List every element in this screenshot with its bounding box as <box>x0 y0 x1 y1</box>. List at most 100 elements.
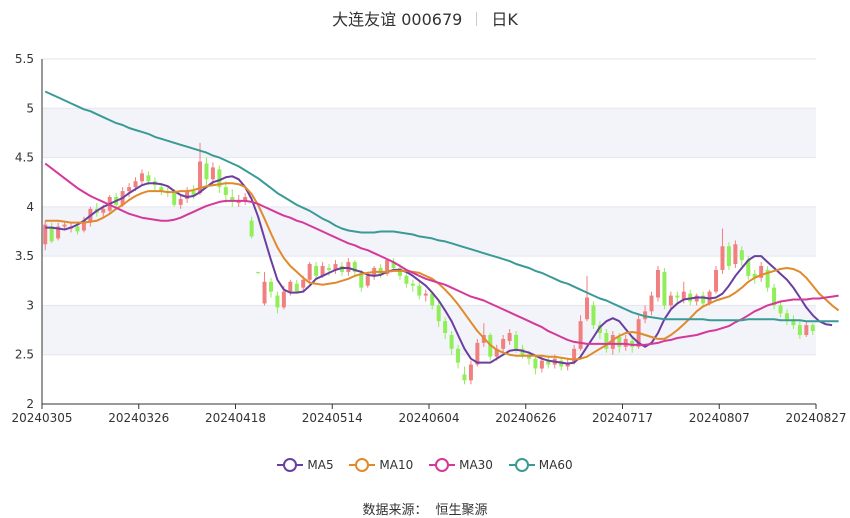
candle <box>746 260 751 276</box>
candle <box>701 295 706 304</box>
legend-item-ma60[interactable]: MA60 <box>508 458 573 472</box>
candle <box>714 269 719 292</box>
candle <box>797 325 802 335</box>
candle <box>75 226 80 232</box>
candle <box>507 333 512 341</box>
candle <box>765 269 770 288</box>
candle <box>443 321 448 334</box>
candle <box>752 273 757 278</box>
candle <box>320 266 325 276</box>
candle <box>436 305 441 322</box>
candle <box>352 262 357 272</box>
candle <box>204 163 209 180</box>
series-line-ma30 <box>44 162 839 346</box>
legend-item-ma10[interactable]: MA10 <box>349 458 413 472</box>
y-tick-label: 2 <box>26 397 34 411</box>
chart-title-text: 大连友谊 000679 <box>332 10 463 29</box>
candle <box>133 181 138 188</box>
series-line-ma10 <box>45 182 840 361</box>
legend-marker-ma30 <box>429 458 456 472</box>
y-tick-label: 4 <box>26 200 34 214</box>
series-line-ma60 <box>44 90 839 323</box>
title-separator <box>476 12 478 26</box>
legend-item-ma30[interactable]: MA30 <box>429 458 493 472</box>
candle <box>230 197 235 202</box>
candle <box>456 348 461 363</box>
candle <box>617 336 622 347</box>
candle <box>404 275 409 284</box>
candle <box>81 220 86 231</box>
x-tick-label: 20240717 <box>592 411 653 425</box>
candle <box>591 305 596 326</box>
period-label: 日K <box>491 10 518 29</box>
candle <box>468 364 473 381</box>
candle <box>681 291 686 300</box>
legend-label-ma30: MA30 <box>459 458 493 472</box>
candle <box>159 187 164 192</box>
candle <box>198 161 203 194</box>
candle <box>385 260 390 274</box>
candle <box>256 271 261 273</box>
candle <box>655 269 660 298</box>
candle <box>623 338 628 347</box>
x-tick-label: 20240626 <box>495 411 556 425</box>
candle <box>346 262 351 272</box>
candle <box>217 169 222 188</box>
data-source: 数据来源： 恒生聚源 <box>0 499 850 518</box>
candle <box>662 271 667 306</box>
chart-title: 大连友谊 000679 日K <box>0 6 850 30</box>
candle <box>185 191 190 199</box>
candle <box>604 333 609 349</box>
candle <box>127 187 132 192</box>
y-tick-label: 2.5 <box>15 348 34 362</box>
candle <box>391 262 396 268</box>
y-tick-label: 3.5 <box>15 249 34 263</box>
candle <box>294 283 299 292</box>
candle <box>726 246 731 266</box>
candle <box>262 281 267 304</box>
candle <box>243 197 248 201</box>
candle <box>56 226 61 239</box>
legend-item-ma5[interactable]: MA5 <box>277 458 334 472</box>
y-tick-label: 5 <box>26 101 34 115</box>
candle <box>423 293 428 296</box>
candle <box>333 264 338 270</box>
candle <box>101 208 106 213</box>
candle <box>572 348 577 363</box>
source-label: 数据来源： <box>362 503 428 518</box>
legend-marker-ma5 <box>277 458 304 472</box>
x-tick-label: 20240418 <box>205 411 266 425</box>
candle <box>49 226 54 242</box>
grid-band <box>42 305 816 355</box>
candle <box>301 279 306 288</box>
candle <box>449 335 454 349</box>
candle <box>417 285 422 296</box>
legend-marker-ma10 <box>349 458 376 472</box>
candle <box>172 193 177 205</box>
candle <box>585 297 590 320</box>
candle <box>810 325 815 332</box>
candle <box>288 281 293 292</box>
candle <box>778 305 783 314</box>
candle <box>720 246 725 270</box>
candle <box>514 335 519 349</box>
candle <box>410 283 415 286</box>
x-tick-label: 20240604 <box>398 411 459 425</box>
candle <box>784 313 789 320</box>
candle <box>327 267 332 270</box>
candle <box>733 244 738 265</box>
candle <box>804 325 809 335</box>
candle <box>359 273 364 288</box>
legend: MA5 MA10 MA30 MA60 <box>0 458 850 475</box>
candle <box>43 224 48 245</box>
source-value: 恒生聚源 <box>435 503 488 518</box>
candle <box>539 360 544 369</box>
candle <box>397 267 402 276</box>
candle <box>578 321 583 349</box>
y-tick-label: 4.5 <box>15 151 34 165</box>
candle <box>668 295 673 306</box>
x-tick-label: 20240305 <box>11 411 72 425</box>
y-tick-label: 3 <box>26 298 34 312</box>
candle <box>475 342 480 365</box>
